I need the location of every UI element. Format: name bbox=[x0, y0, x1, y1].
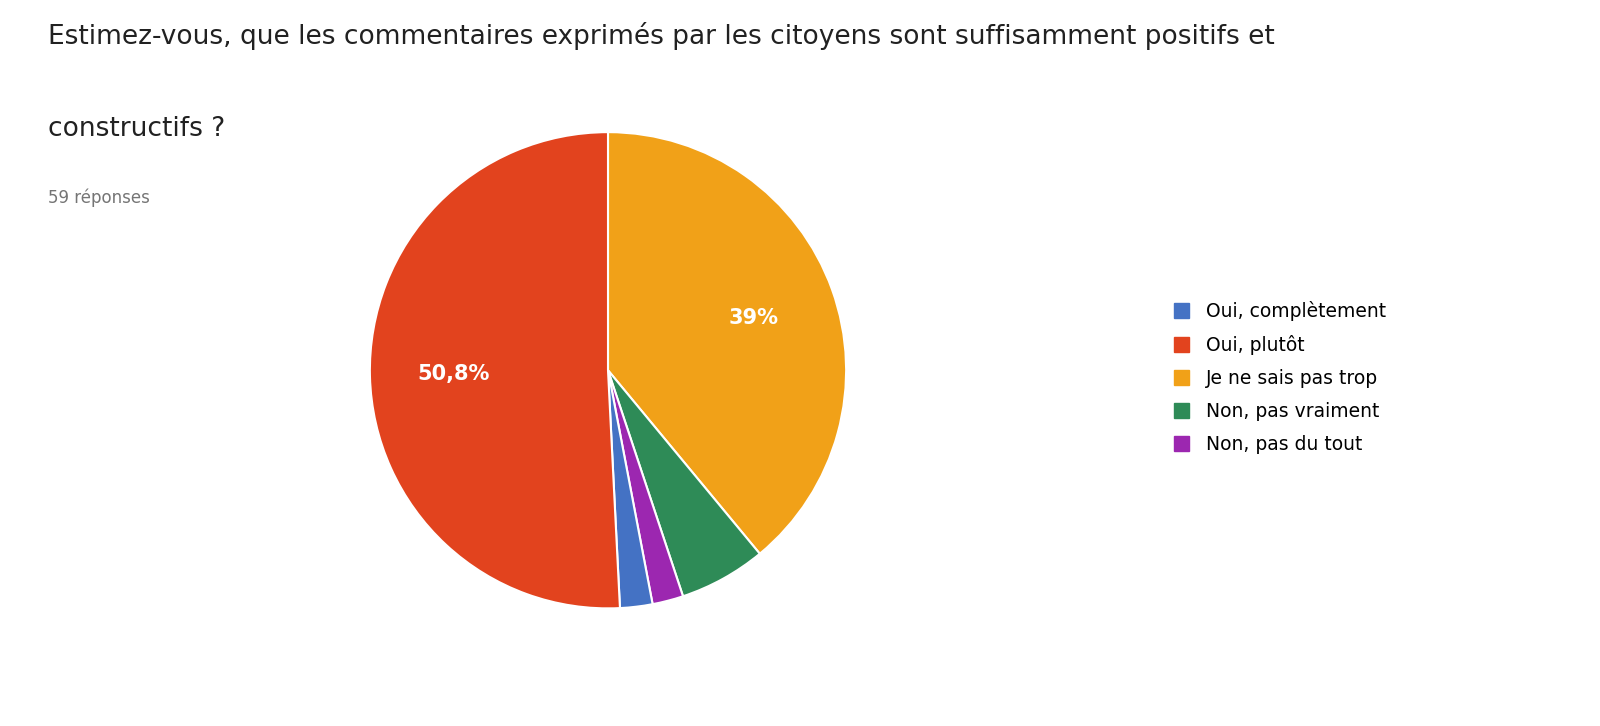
Text: 39%: 39% bbox=[728, 308, 779, 328]
Text: 50,8%: 50,8% bbox=[418, 364, 490, 384]
Text: 59 réponses: 59 réponses bbox=[48, 189, 150, 207]
Wedge shape bbox=[608, 132, 846, 554]
Wedge shape bbox=[370, 132, 619, 608]
Text: constructifs ?: constructifs ? bbox=[48, 116, 226, 142]
Wedge shape bbox=[608, 370, 653, 608]
Legend: Oui, complètement, Oui, plutôt, Je ne sais pas trop, Non, pas vraiment, Non, pas: Oui, complètement, Oui, plutôt, Je ne sa… bbox=[1174, 301, 1386, 454]
Wedge shape bbox=[608, 370, 683, 604]
Wedge shape bbox=[608, 370, 760, 596]
Text: Estimez-vous, que les commentaires exprimés par les citoyens sont suffisamment p: Estimez-vous, que les commentaires expri… bbox=[48, 22, 1275, 50]
